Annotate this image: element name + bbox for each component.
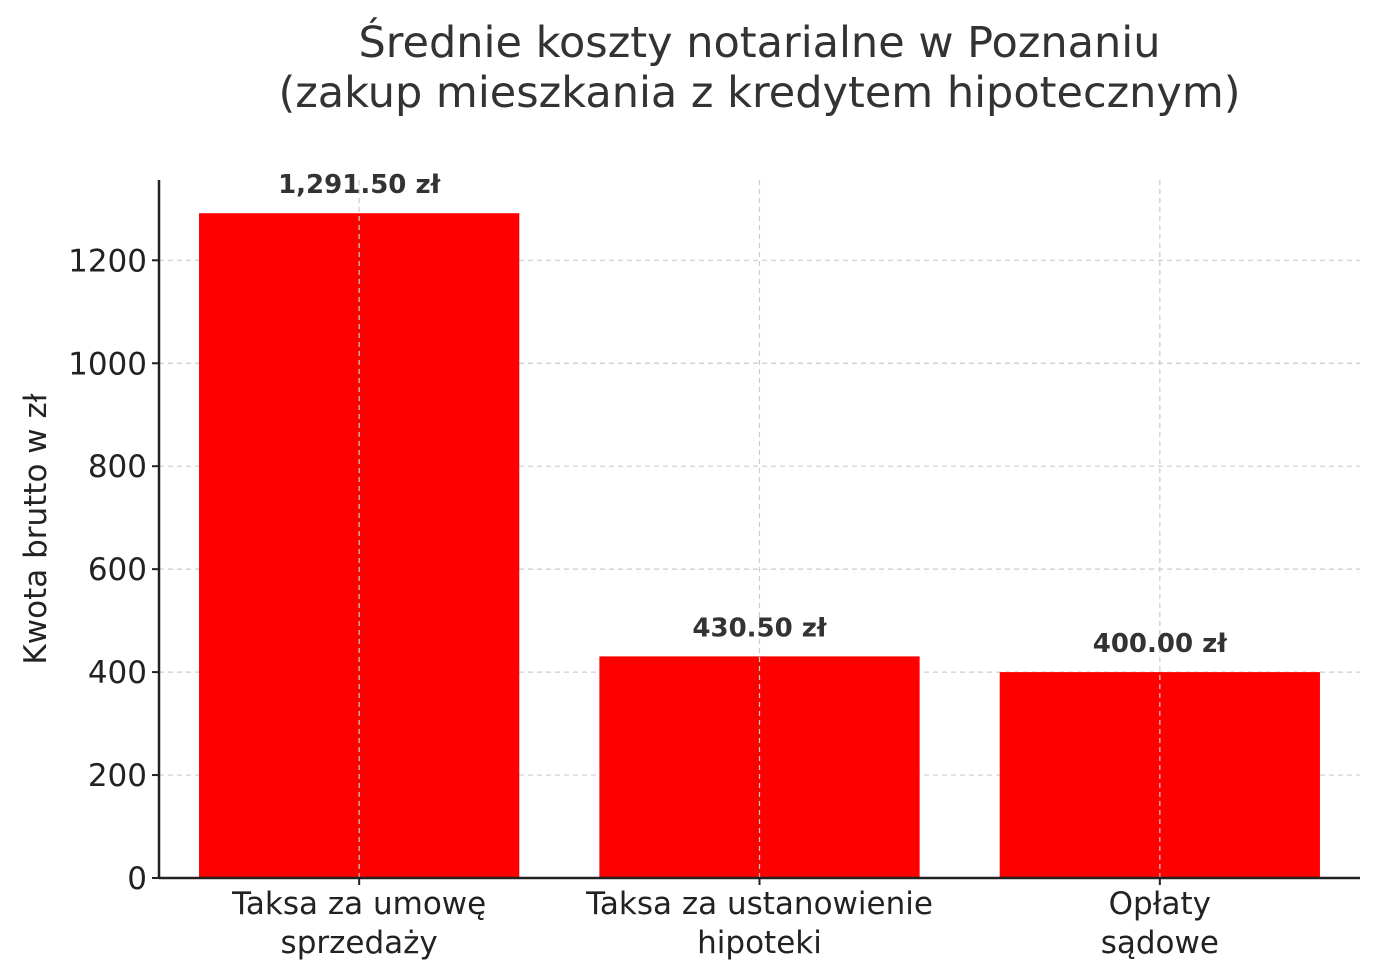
x-category-label: Taksa za ustanowienie bbox=[585, 886, 933, 922]
y-tick-label: 400 bbox=[88, 655, 147, 691]
chart-title: Średnie koszty notarialne w Poznaniu (za… bbox=[159, 18, 1360, 118]
y-tick-label: 1200 bbox=[68, 243, 147, 279]
y-tick-label: 1000 bbox=[68, 346, 147, 382]
bar-value-label: 430.50 zł bbox=[692, 613, 828, 643]
y-tick-label: 600 bbox=[88, 552, 147, 588]
bar-value-label: 1,291.50 zł bbox=[278, 170, 441, 200]
x-category-label: Opłaty bbox=[1109, 886, 1211, 922]
x-category-label: hipoteki bbox=[697, 925, 822, 961]
y-tick-label: 200 bbox=[88, 758, 147, 794]
x-category-label: sprzedaży bbox=[281, 925, 438, 961]
x-category-label: sądowe bbox=[1101, 925, 1219, 961]
bar-value-label: 400.00 zł bbox=[1093, 629, 1229, 659]
x-category-label: Taksa za umowę bbox=[231, 886, 486, 922]
y-tick-label: 800 bbox=[88, 449, 147, 485]
y-tick-label: 0 bbox=[127, 861, 147, 897]
chart-title-line1: Średnie koszty notarialne w Poznaniu bbox=[358, 18, 1161, 68]
chart-title-line2: (zakup mieszkania z kredytem hipotecznym… bbox=[278, 68, 1241, 118]
